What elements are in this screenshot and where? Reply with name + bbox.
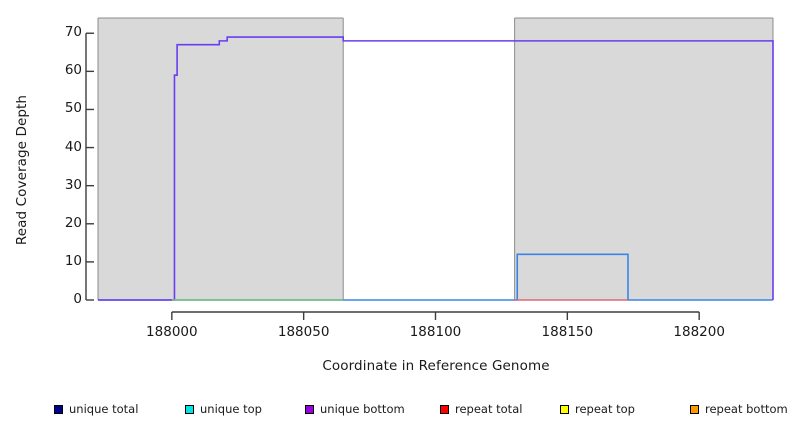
legend-swatch-icon — [185, 404, 194, 414]
x-tick-label-1: 188050 — [277, 324, 330, 340]
y-tick-label-7: 70 — [64, 24, 82, 41]
y-tick-label-6: 60 — [64, 62, 82, 79]
legend-swatch-icon — [690, 404, 699, 414]
y-tick-label-3: 30 — [64, 176, 82, 193]
chart-legend: unique total unique top unique bottom repea… — [0, 398, 792, 420]
y-tick-label-2: 20 — [64, 214, 82, 231]
y-axis-title: Read Coverage Depth — [14, 94, 30, 246]
legend-item-repeat-bottom[interactable]: repeat bottom — [690, 398, 788, 420]
legend-label: unique total — [69, 402, 139, 416]
legend-label: repeat bottom — [705, 402, 788, 416]
legend-label: repeat total — [455, 402, 523, 416]
legend-swatch-icon — [440, 404, 449, 414]
shaded-region-1 — [514, 18, 773, 300]
x-tick-label-0: 188000 — [146, 324, 198, 340]
legend-label: unique top — [200, 402, 262, 416]
series-line-unique-bottom — [98, 36, 774, 301]
legend-item-repeat-top[interactable]: repeat top — [560, 398, 635, 420]
legend-item-unique-total[interactable]: unique total — [54, 398, 138, 420]
y-tick-label-1: 10 — [64, 252, 82, 269]
x-tick-label-2: 188100 — [409, 324, 462, 340]
x-tick-label-3: 188150 — [541, 324, 594, 340]
legend-swatch-icon — [560, 404, 569, 414]
y-tick-label-0: 0 — [73, 291, 82, 307]
y-tick-label-5: 50 — [64, 100, 82, 117]
legend-item-repeat-total[interactable]: repeat total — [440, 398, 522, 420]
legend-label: unique bottom — [320, 402, 405, 416]
shaded-region-0 — [98, 18, 344, 300]
legend-swatch-icon — [54, 404, 63, 414]
x-axis-title: Coordinate in Reference Genome — [322, 358, 550, 374]
x-tick-label-4: 188200 — [673, 324, 725, 340]
legend-swatch-icon — [305, 404, 314, 414]
y-tick-label-4: 40 — [64, 138, 82, 155]
legend-item-unique-top[interactable]: unique top — [185, 398, 262, 420]
legend-item-unique-bottom[interactable]: unique bottom — [305, 398, 405, 420]
legend-label: repeat top — [575, 402, 635, 416]
